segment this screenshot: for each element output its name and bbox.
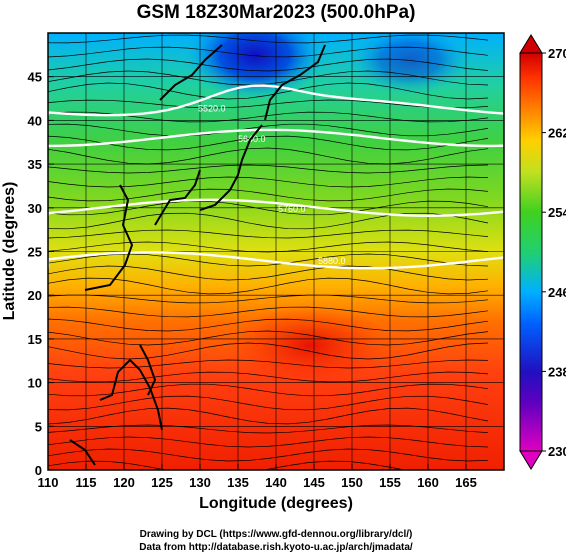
streamline bbox=[48, 229, 489, 239]
x-tick-label: 125 bbox=[151, 475, 173, 490]
contour-label: 5760.0 bbox=[278, 204, 306, 214]
chart-title: GSM 18Z30Mar2023 (500.0hPa) bbox=[137, 2, 416, 23]
colorbar-tick-label: 262 bbox=[548, 126, 566, 141]
contour-label: 5880.0 bbox=[318, 256, 346, 266]
colorbar: 230 238 246 254 262 270 bbox=[519, 34, 566, 470]
x-axis-label: Longitude (degrees) bbox=[199, 495, 353, 512]
streamline bbox=[48, 123, 489, 137]
streamline bbox=[48, 407, 489, 425]
y-tick-label: 25 bbox=[28, 245, 42, 260]
streamline bbox=[48, 460, 408, 470]
x-tick-label: 110 bbox=[38, 475, 59, 490]
streamline bbox=[48, 330, 489, 346]
streamline bbox=[48, 359, 489, 369]
streamline bbox=[48, 212, 489, 230]
contour-line bbox=[48, 84, 504, 117]
streamline bbox=[48, 147, 489, 165]
x-tick-label: 165 bbox=[455, 475, 477, 490]
colorbar-tick-label: 246 bbox=[548, 285, 566, 300]
x-tick-label: 140 bbox=[265, 475, 287, 490]
streamline bbox=[48, 395, 489, 411]
streamline bbox=[48, 58, 489, 72]
y-tick-label: 5 bbox=[35, 419, 42, 434]
y-tick-label: 0 bbox=[35, 463, 42, 478]
y-tick-label: 40 bbox=[28, 113, 42, 128]
colorbar-top-arrow bbox=[519, 34, 543, 54]
streamline bbox=[48, 265, 489, 281]
streamline bbox=[48, 164, 489, 174]
colorbar-ticks: 230 238 246 254 262 270 bbox=[542, 46, 566, 459]
streamline bbox=[48, 34, 489, 44]
x-tick-label: 155 bbox=[379, 475, 401, 490]
coastlines bbox=[69, 44, 326, 466]
x-tick-label: 160 bbox=[417, 475, 439, 490]
y-tick-label: 45 bbox=[28, 70, 42, 85]
colorbar-tick-label: 238 bbox=[548, 364, 566, 379]
streamline bbox=[48, 176, 489, 188]
y-tick-label: 20 bbox=[28, 288, 42, 303]
x-axis: 110 115 120 125 130 135 140 145 150 155 160 165 bbox=[38, 464, 477, 490]
colorbar-bottom-arrow bbox=[519, 450, 543, 470]
contour-line bbox=[48, 198, 504, 218]
colorbar-bar bbox=[519, 52, 543, 452]
x-tick-label: 115 bbox=[76, 475, 97, 490]
colorbar-tick-label: 230 bbox=[548, 444, 566, 459]
streamline bbox=[48, 188, 489, 202]
y-tick-label: 35 bbox=[28, 157, 42, 172]
streamline bbox=[48, 371, 489, 383]
colorbar-tick-label: 270 bbox=[548, 46, 566, 61]
contour-label: 5520.0 bbox=[198, 103, 226, 113]
streamline bbox=[48, 318, 489, 332]
contour-line bbox=[48, 251, 504, 270]
streamline bbox=[48, 241, 489, 253]
x-tick-label: 150 bbox=[341, 475, 363, 490]
x-tick-label: 145 bbox=[303, 475, 325, 490]
contour-line bbox=[48, 128, 504, 148]
y-axis-label: Latitude (degrees) bbox=[1, 182, 18, 321]
x-tick-label: 130 bbox=[189, 475, 211, 490]
streamline bbox=[48, 200, 489, 216]
streamline bbox=[48, 82, 489, 100]
streamline bbox=[48, 253, 489, 267]
y-tick-label: 15 bbox=[28, 332, 42, 347]
streamline bbox=[48, 448, 489, 462]
colorbar-tick-label: 254 bbox=[548, 205, 566, 220]
y-tick-label: 10 bbox=[28, 376, 42, 391]
streamline bbox=[48, 111, 489, 123]
x-tick-label: 135 bbox=[227, 475, 249, 490]
streamline bbox=[48, 342, 489, 360]
footer-data-source: Data from http://database.rish.kyoto-u.a… bbox=[139, 542, 413, 553]
streamline bbox=[48, 383, 489, 397]
streamline bbox=[48, 99, 489, 109]
streamline bbox=[48, 306, 489, 318]
streamline bbox=[48, 277, 489, 295]
streamline bbox=[48, 424, 489, 434]
streamline bbox=[48, 46, 489, 58]
y-tick-label: 30 bbox=[28, 201, 42, 216]
footer-credit: Drawing by DCL (https://www.gfd-dennou.o… bbox=[140, 529, 413, 540]
y-axis: 0 5 10 15 20 25 30 35 40 45 bbox=[28, 70, 54, 478]
streamline bbox=[48, 294, 489, 304]
x-tick-label: 120 bbox=[113, 475, 135, 490]
streamlines bbox=[48, 34, 489, 470]
streamline bbox=[48, 436, 489, 448]
